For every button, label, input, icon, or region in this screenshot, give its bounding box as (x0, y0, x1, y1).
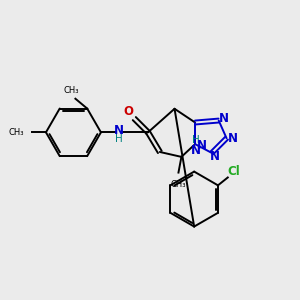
Text: H: H (192, 135, 200, 145)
Text: N: N (219, 112, 229, 125)
Text: N: N (227, 132, 237, 145)
Text: N: N (210, 150, 220, 164)
Text: N: N (114, 124, 124, 137)
Text: N: N (197, 139, 207, 152)
Text: H: H (115, 134, 122, 144)
Text: N: N (191, 145, 201, 158)
Text: CH₃: CH₃ (64, 86, 79, 95)
Text: O: O (123, 105, 134, 118)
Text: CH₃: CH₃ (9, 128, 24, 137)
Text: CH₃: CH₃ (171, 180, 186, 189)
Text: Cl: Cl (227, 165, 240, 178)
